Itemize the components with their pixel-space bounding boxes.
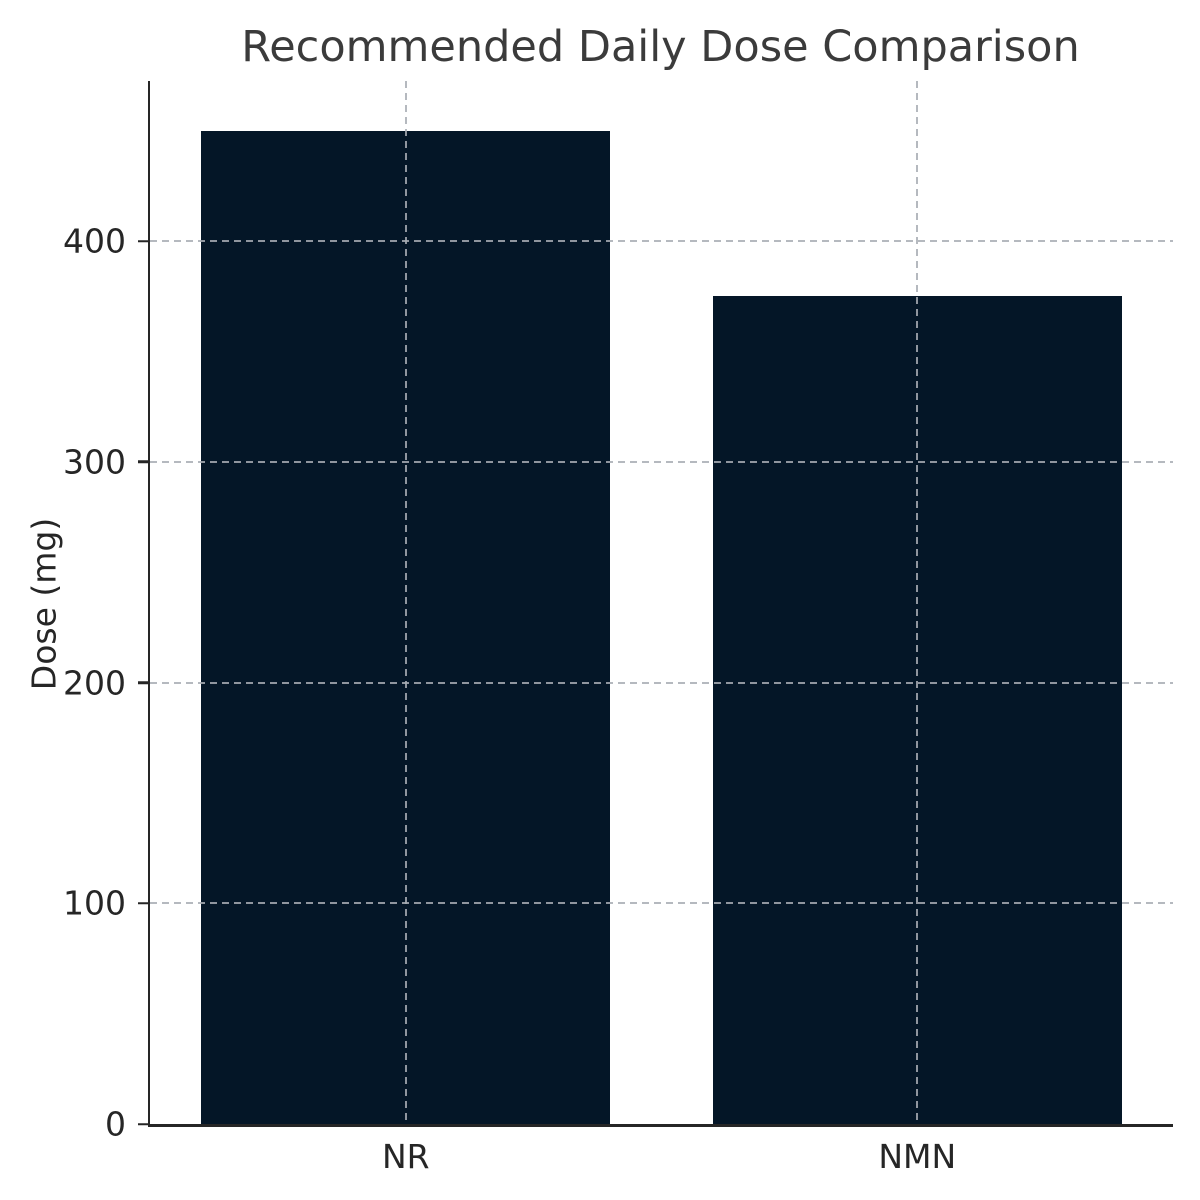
x-tick-label-nmn: NMN <box>878 1137 957 1176</box>
y-tick-mark-0 <box>137 1122 148 1126</box>
chart-title: Recommended Daily Dose Comparison <box>241 22 1080 72</box>
y-tick-label-400: 400 <box>63 221 126 261</box>
plot-area: 0 100 200 300 400 NR NMN <box>63 81 1173 1173</box>
y-axis-label: Dose (mg) <box>24 517 64 691</box>
y-tick-label-100: 100 <box>63 883 126 923</box>
gridline-y-300 <box>150 460 1173 463</box>
y-tick-mark-200 <box>137 681 148 684</box>
gridline-x-nr <box>404 81 407 1124</box>
y-tick-label-200: 200 <box>63 663 126 703</box>
y-tick-mark-100 <box>137 902 148 905</box>
y-tick-label-0: 0 <box>105 1104 126 1144</box>
x-tick-label-nr: NR <box>381 1137 430 1176</box>
y-tick-mark-400 <box>137 239 148 243</box>
y-tick-mark-300 <box>137 460 148 464</box>
gridline-y-400 <box>150 240 1173 243</box>
y-tick-label-300: 300 <box>63 442 126 482</box>
gridline-x-nmn <box>916 81 919 1124</box>
gridline-y-200 <box>150 681 1173 684</box>
gridline-y-100 <box>150 902 1173 905</box>
